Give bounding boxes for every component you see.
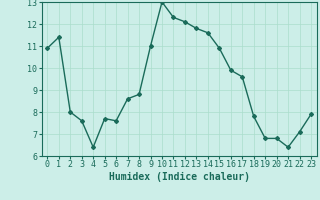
X-axis label: Humidex (Indice chaleur): Humidex (Indice chaleur) [109, 172, 250, 182]
